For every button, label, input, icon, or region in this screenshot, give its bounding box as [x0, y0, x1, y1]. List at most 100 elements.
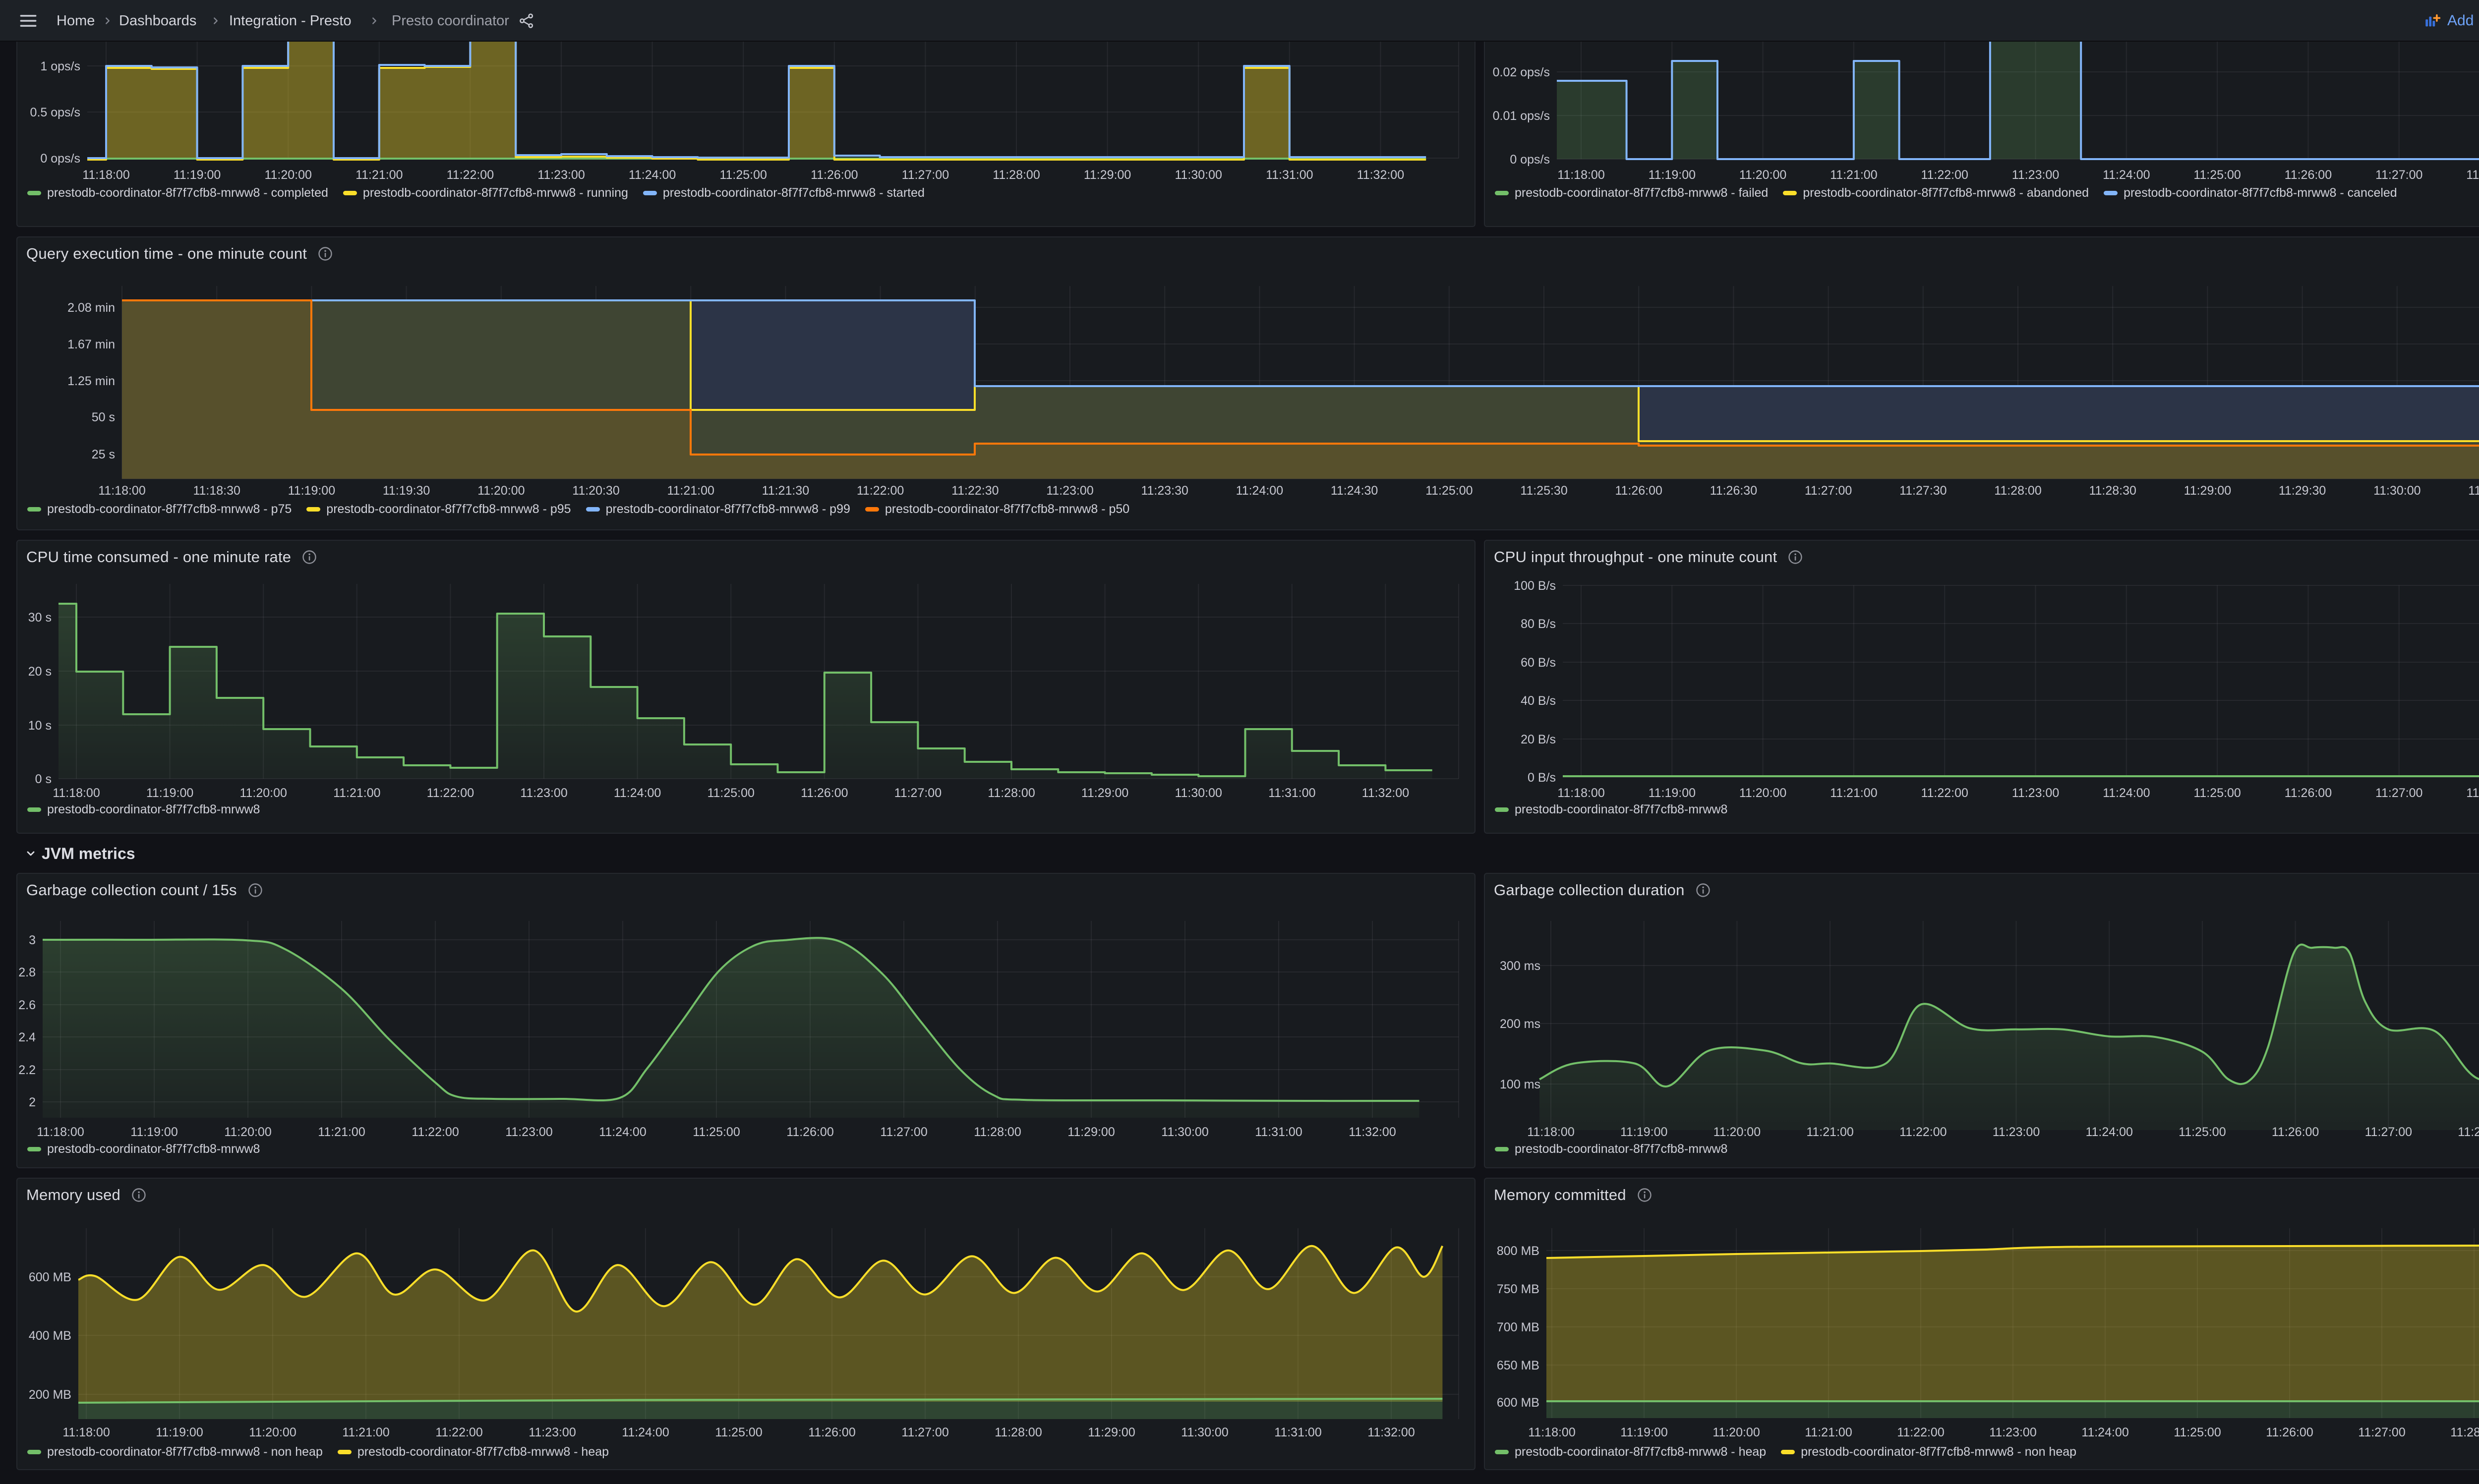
- svg-text:11:30:00: 11:30:00: [1161, 1125, 1208, 1139]
- svg-text:11:21:00: 11:21:00: [667, 484, 714, 498]
- svg-text:11:23:00: 11:23:00: [537, 168, 585, 182]
- svg-text:30 s: 30 s: [28, 611, 52, 625]
- svg-text:11:30:00: 11:30:00: [2373, 484, 2420, 498]
- svg-text:11:22:00: 11:22:00: [435, 1426, 482, 1439]
- svg-text:11:24:30: 11:24:30: [1331, 484, 1378, 498]
- svg-text:400 MB: 400 MB: [29, 1329, 71, 1343]
- svg-text:11:20:30: 11:20:30: [572, 484, 619, 498]
- svg-text:11:20:00: 11:20:00: [1739, 786, 1786, 800]
- svg-text:11:31:00: 11:31:00: [1268, 786, 1315, 800]
- svg-text:11:18:00: 11:18:00: [53, 786, 100, 800]
- svg-text:100 ms: 100 ms: [1500, 1078, 1540, 1091]
- svg-text:11:18:00: 11:18:00: [62, 1426, 110, 1439]
- svg-text:11:24:00: 11:24:00: [1236, 484, 1283, 498]
- svg-text:11:25:30: 11:25:30: [1520, 484, 1567, 498]
- svg-text:11:27:00: 11:27:00: [902, 168, 949, 182]
- svg-text:600 MB: 600 MB: [1497, 1396, 1539, 1410]
- svg-text:750 MB: 750 MB: [1497, 1282, 1539, 1296]
- svg-text:11:27:00: 11:27:00: [2375, 786, 2422, 800]
- svg-text:80 B/s: 80 B/s: [1521, 617, 1556, 631]
- svg-text:11:27:00: 11:27:00: [2358, 1426, 2405, 1439]
- svg-text:11:23:00: 11:23:00: [2012, 786, 2059, 800]
- svg-text:11:28:00: 11:28:00: [974, 1125, 1021, 1139]
- svg-text:11:19:00: 11:19:00: [1620, 1426, 1667, 1439]
- svg-text:11:25:00: 11:25:00: [2193, 786, 2241, 800]
- svg-text:20 B/s: 20 B/s: [1521, 733, 1556, 746]
- svg-text:11:21:00: 11:21:00: [1830, 168, 1877, 182]
- svg-text:11:28:00: 11:28:00: [993, 168, 1040, 182]
- svg-text:11:26:00: 11:26:00: [2266, 1426, 2313, 1439]
- svg-text:11:19:00: 11:19:00: [146, 786, 193, 800]
- svg-text:11:23:00: 11:23:00: [529, 1426, 576, 1439]
- svg-text:11:25:00: 11:25:00: [715, 1426, 762, 1439]
- svg-text:0 ops/s: 0 ops/s: [40, 152, 80, 166]
- svg-text:11:26:00: 11:26:00: [786, 1125, 833, 1139]
- svg-text:11:32:00: 11:32:00: [1367, 1426, 1415, 1439]
- svg-text:11:27:00: 11:27:00: [2375, 168, 2422, 182]
- svg-text:11:20:00: 11:20:00: [239, 786, 287, 800]
- svg-text:11:30:30: 11:30:30: [2468, 484, 2479, 498]
- svg-text:50 s: 50 s: [92, 410, 115, 424]
- svg-text:11:23:00: 11:23:00: [505, 1125, 552, 1139]
- svg-text:11:22:00: 11:22:00: [412, 1125, 459, 1139]
- svg-text:11:26:00: 11:26:00: [2285, 786, 2332, 800]
- svg-text:11:19:00: 11:19:00: [1649, 168, 1696, 182]
- svg-text:11:26:00: 11:26:00: [811, 168, 858, 182]
- svg-text:11:18:00: 11:18:00: [37, 1125, 84, 1139]
- svg-text:11:21:30: 11:21:30: [762, 484, 809, 498]
- svg-text:11:19:00: 11:19:00: [130, 1125, 177, 1139]
- svg-text:11:28:00: 11:28:00: [2466, 786, 2479, 800]
- svg-text:11:22:00: 11:22:00: [427, 786, 474, 800]
- svg-text:700 MB: 700 MB: [1497, 1320, 1539, 1334]
- svg-text:11:24:00: 11:24:00: [2103, 168, 2150, 182]
- svg-text:0.02 ops/s: 0.02 ops/s: [1493, 65, 1550, 79]
- svg-text:2: 2: [29, 1095, 36, 1109]
- svg-text:11:20:00: 11:20:00: [249, 1426, 296, 1439]
- svg-text:11:24:00: 11:24:00: [2081, 1426, 2128, 1439]
- svg-text:11:29:00: 11:29:00: [1084, 168, 1131, 182]
- svg-text:11:18:00: 11:18:00: [82, 168, 129, 182]
- svg-text:11:20:00: 11:20:00: [224, 1125, 271, 1139]
- svg-text:800 MB: 800 MB: [1497, 1244, 1539, 1258]
- svg-text:11:29:30: 11:29:30: [2279, 484, 2326, 498]
- svg-text:11:23:00: 11:23:00: [2012, 168, 2059, 182]
- svg-text:11:26:00: 11:26:00: [808, 1426, 855, 1439]
- svg-text:11:28:00: 11:28:00: [1994, 484, 2041, 498]
- svg-text:11:21:00: 11:21:00: [1830, 786, 1877, 800]
- svg-text:0 ops/s: 0 ops/s: [1510, 153, 1550, 167]
- svg-text:11:30:00: 11:30:00: [1175, 786, 1222, 800]
- svg-text:11:28:00: 11:28:00: [2466, 168, 2479, 182]
- svg-text:100 B/s: 100 B/s: [1514, 579, 1556, 593]
- svg-text:11:31:00: 11:31:00: [1266, 168, 1313, 182]
- svg-text:11:27:00: 11:27:00: [1805, 484, 1852, 498]
- svg-text:11:27:30: 11:27:30: [1899, 484, 1947, 498]
- svg-text:11:19:00: 11:19:00: [288, 484, 335, 498]
- svg-text:1.25 min: 1.25 min: [67, 374, 115, 388]
- svg-text:40 B/s: 40 B/s: [1521, 694, 1556, 708]
- svg-text:11:29:00: 11:29:00: [1088, 1426, 1135, 1439]
- svg-text:11:26:30: 11:26:30: [1710, 484, 1757, 498]
- svg-text:11:22:30: 11:22:30: [951, 484, 999, 498]
- svg-text:300 ms: 300 ms: [1500, 959, 1540, 973]
- svg-text:11:18:00: 11:18:00: [1557, 168, 1604, 182]
- svg-text:2.08 min: 2.08 min: [67, 301, 115, 315]
- svg-text:11:29:00: 11:29:00: [1067, 1125, 1115, 1139]
- svg-text:11:20:00: 11:20:00: [1739, 168, 1786, 182]
- svg-text:11:32:00: 11:32:00: [1357, 168, 1404, 182]
- svg-text:1.67 min: 1.67 min: [67, 338, 115, 351]
- svg-text:11:24:00: 11:24:00: [2103, 786, 2150, 800]
- svg-text:2.2: 2.2: [18, 1063, 36, 1077]
- svg-text:11:23:00: 11:23:00: [1046, 484, 1093, 498]
- svg-text:11:20:00: 11:20:00: [1712, 1426, 1760, 1439]
- svg-text:11:21:00: 11:21:00: [318, 1125, 365, 1139]
- svg-text:11:25:00: 11:25:00: [693, 1125, 740, 1139]
- svg-text:11:26:00: 11:26:00: [2285, 168, 2332, 182]
- svg-text:11:32:00: 11:32:00: [1349, 1125, 1396, 1139]
- svg-text:11:24:00: 11:24:00: [614, 786, 661, 800]
- svg-text:11:22:00: 11:22:00: [857, 484, 904, 498]
- svg-text:11:21:00: 11:21:00: [342, 1426, 389, 1439]
- svg-text:11:28:00: 11:28:00: [2450, 1426, 2479, 1439]
- svg-text:10 s: 10 s: [28, 719, 52, 733]
- svg-text:11:28:00: 11:28:00: [988, 786, 1035, 800]
- svg-text:11:23:30: 11:23:30: [1141, 484, 1188, 498]
